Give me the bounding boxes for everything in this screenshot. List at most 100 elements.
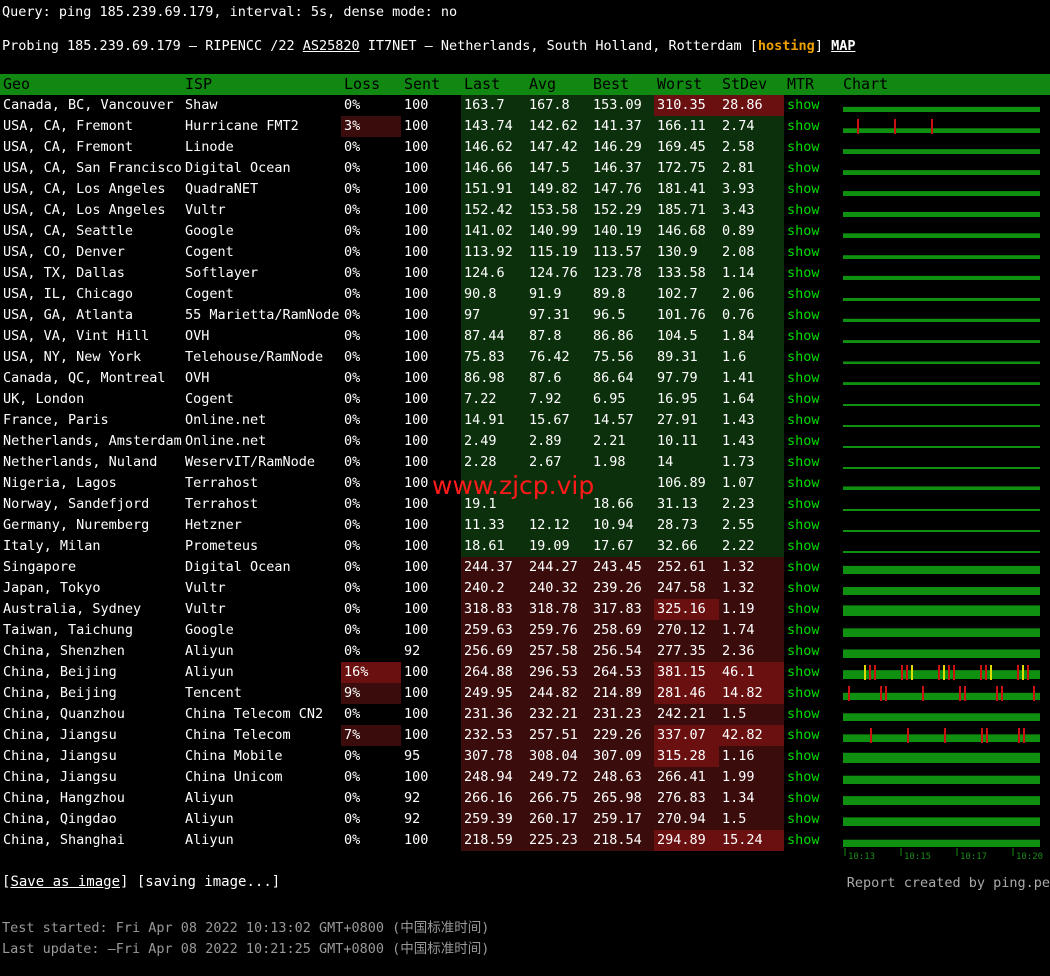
cell-sent: 100 bbox=[404, 286, 429, 302]
cell-best bbox=[590, 473, 654, 494]
cell-mtr[interactable]: show bbox=[787, 265, 820, 281]
latency-bar bbox=[843, 509, 1040, 511]
loss-marker bbox=[980, 665, 982, 680]
table-row: USA, CA, Los Angeles QuadraNET 0% 100 151.91… bbox=[0, 179, 1050, 200]
cell-worst: 181.41 bbox=[654, 179, 719, 200]
cell-mtr[interactable]: show bbox=[787, 601, 820, 617]
watermark: www.zjcp.vip bbox=[432, 471, 595, 500]
cell-loss: 0% bbox=[344, 265, 361, 281]
cell-mtr[interactable]: show bbox=[787, 496, 820, 512]
cell-mtr[interactable]: show bbox=[787, 748, 820, 764]
cell-mtr[interactable]: show bbox=[787, 97, 820, 113]
loss-marker bbox=[943, 665, 945, 680]
latency-bar bbox=[843, 775, 1040, 784]
cell-worst: 32.66 bbox=[654, 536, 719, 557]
cell-avg: 7.92 bbox=[526, 389, 590, 410]
latency-bar bbox=[843, 551, 1040, 553]
cell-mtr[interactable]: show bbox=[787, 118, 820, 134]
cell-mtr[interactable]: show bbox=[787, 454, 820, 470]
cell-mtr[interactable]: show bbox=[787, 706, 820, 722]
asn-link[interactable]: AS25820 bbox=[302, 38, 360, 54]
table-row: France, Paris Online.net 0% 100 14.91 15.67 14… bbox=[0, 410, 1050, 431]
cell-chart bbox=[840, 830, 1050, 851]
cell-mtr[interactable]: show bbox=[787, 328, 820, 344]
loss-marker bbox=[906, 665, 908, 680]
cell-worst: 310.35 bbox=[654, 95, 719, 116]
cell-mtr[interactable]: show bbox=[787, 412, 820, 428]
cell-mtr[interactable]: show bbox=[787, 223, 820, 239]
cell-worst: 252.61 bbox=[654, 557, 719, 578]
cell-best: 231.23 bbox=[590, 704, 654, 725]
cell-mtr[interactable]: show bbox=[787, 391, 820, 407]
map-link[interactable]: MAP bbox=[831, 38, 856, 54]
cell-last: 151.91 bbox=[461, 179, 526, 200]
table-row: China, Jiangsu China Unicom 0% 100 248.94 249… bbox=[0, 767, 1050, 788]
cell-stdev: 1.84 bbox=[719, 326, 784, 347]
results-table: Geo ISP Loss Sent Last Avg Best Worst StDev MTR Ch… bbox=[0, 74, 1050, 851]
cell-loss: 0% bbox=[344, 307, 361, 323]
cell-mtr[interactable]: show bbox=[787, 181, 820, 197]
cell-chart bbox=[840, 410, 1050, 431]
cell-isp: Aliyun bbox=[185, 811, 234, 827]
cell-loss: 0% bbox=[344, 643, 361, 659]
cell-mtr[interactable]: show bbox=[787, 370, 820, 386]
cell-best: 86.86 bbox=[590, 326, 654, 347]
cell-mtr[interactable]: show bbox=[787, 664, 820, 680]
cell-mtr[interactable]: show bbox=[787, 286, 820, 302]
cell-geo: USA, GA, Atlanta bbox=[3, 307, 134, 323]
cell-mtr[interactable]: show bbox=[787, 811, 820, 827]
cell-mtr[interactable]: show bbox=[787, 139, 820, 155]
cell-mtr[interactable]: show bbox=[787, 643, 820, 659]
cell-sent: 100 bbox=[404, 706, 429, 722]
column-header-isp: ISP bbox=[182, 74, 341, 95]
cell-worst: 130.9 bbox=[654, 242, 719, 263]
cell-chart bbox=[840, 494, 1050, 515]
cell-loss: 0% bbox=[344, 496, 361, 512]
cell-avg: 76.42 bbox=[526, 347, 590, 368]
loss-marker bbox=[1017, 665, 1019, 680]
cell-chart bbox=[840, 452, 1050, 473]
cell-mtr[interactable]: show bbox=[787, 790, 820, 806]
cell-isp: OVH bbox=[185, 328, 210, 344]
cell-mtr[interactable]: show bbox=[787, 685, 820, 701]
cell-chart bbox=[840, 326, 1050, 347]
cell-mtr[interactable]: show bbox=[787, 307, 820, 323]
cell-mtr[interactable]: show bbox=[787, 517, 820, 533]
latency-bar bbox=[843, 255, 1040, 259]
cell-stdev: 1.5 bbox=[719, 809, 784, 830]
cell-sent: 100 bbox=[404, 769, 429, 785]
cell-stdev: 1.41 bbox=[719, 368, 784, 389]
save-as-image-link[interactable]: Save as image bbox=[10, 874, 121, 890]
cell-best: 218.54 bbox=[590, 830, 654, 851]
cell-mtr[interactable]: show bbox=[787, 202, 820, 218]
cell-mtr[interactable]: show bbox=[787, 769, 820, 785]
cell-geo: China, Hangzhou bbox=[3, 790, 125, 806]
cell-best: 153.09 bbox=[590, 95, 654, 116]
cell-mtr[interactable]: show bbox=[787, 559, 820, 575]
cell-mtr[interactable]: show bbox=[787, 727, 820, 743]
cell-mtr[interactable]: show bbox=[787, 832, 820, 848]
cell-avg: 87.8 bbox=[526, 326, 590, 347]
cell-mtr[interactable]: show bbox=[787, 433, 820, 449]
cell-best: 152.29 bbox=[590, 200, 654, 221]
cell-last: 240.2 bbox=[461, 578, 526, 599]
cell-last: 307.78 bbox=[461, 746, 526, 767]
latency-bar bbox=[843, 128, 1040, 133]
cell-mtr[interactable]: show bbox=[787, 622, 820, 638]
cell-mtr[interactable]: show bbox=[787, 580, 820, 596]
cell-loss: 3% bbox=[341, 116, 401, 137]
latency-bar bbox=[843, 191, 1040, 196]
cell-chart bbox=[840, 515, 1050, 536]
cell-mtr[interactable]: show bbox=[787, 349, 820, 365]
cell-stdev: 2.06 bbox=[719, 284, 784, 305]
table-row: Canada, QC, Montreal OVH 0% 100 86.98 87.6 86.… bbox=[0, 368, 1050, 389]
latency-sparkline bbox=[843, 119, 1040, 134]
latency-bar bbox=[843, 734, 1040, 742]
cell-mtr[interactable]: show bbox=[787, 244, 820, 260]
cell-mtr[interactable]: show bbox=[787, 475, 820, 491]
cell-chart bbox=[840, 305, 1050, 326]
cell-mtr[interactable]: show bbox=[787, 160, 820, 176]
cell-mtr[interactable]: show bbox=[787, 538, 820, 554]
cell-last: 2.28 bbox=[461, 452, 526, 473]
cell-best: 256.54 bbox=[590, 641, 654, 662]
